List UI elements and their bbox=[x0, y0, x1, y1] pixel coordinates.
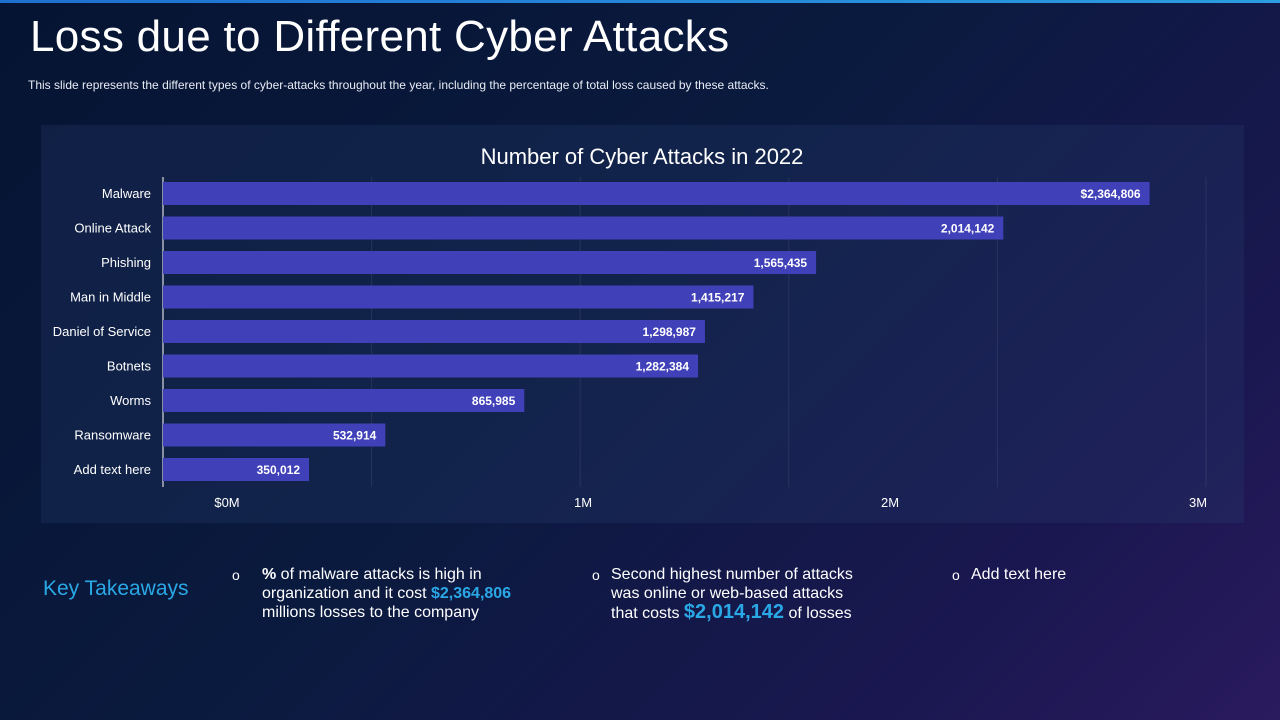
value-label: 1,415,217 bbox=[691, 291, 745, 305]
value-label: 532,914 bbox=[333, 429, 377, 443]
takeaway-3-text: Add text here bbox=[971, 566, 1067, 583]
category-label: Botnets bbox=[107, 359, 152, 374]
x-tick-label: $0M bbox=[214, 495, 239, 510]
takeaway-1-part2: millions losses to the company bbox=[262, 604, 479, 621]
key-takeaways-heading: Key Takeaways bbox=[43, 577, 189, 600]
top-accent-line bbox=[0, 0, 1280, 3]
takeaway-2-highlight: $2,014,142 bbox=[683, 601, 785, 623]
bar-chart: Number of Cyber Attacks in 2022 Malware $… bbox=[53, 144, 1207, 510]
bar bbox=[163, 389, 525, 412]
chart-panel: Number of Cyber Attacks in 2022 Malware $… bbox=[41, 125, 1244, 523]
value-label: $2,364,806 bbox=[1081, 187, 1141, 201]
takeaway-1-part1: of malware attacks is high in organizati… bbox=[262, 566, 482, 602]
category-label: Man in Middle bbox=[70, 290, 151, 305]
category-label: Daniel of Service bbox=[53, 324, 151, 339]
takeaway-1-highlight: $2,364,806 bbox=[431, 585, 512, 602]
category-label: Worms bbox=[110, 393, 151, 408]
bar bbox=[163, 423, 386, 447]
bar bbox=[163, 182, 1150, 205]
bullet-icon: o bbox=[952, 567, 960, 583]
page-subtitle: This slide represents the different type… bbox=[28, 78, 769, 92]
x-tick-label: 3M bbox=[1189, 495, 1207, 510]
takeaway-1-text: % of malware attacks is high in organiza… bbox=[262, 565, 512, 622]
bar bbox=[163, 216, 1004, 240]
chart-title: Number of Cyber Attacks in 2022 bbox=[481, 144, 804, 169]
category-label: Ransomware bbox=[74, 428, 151, 443]
takeaway-1-lead: % bbox=[262, 566, 277, 583]
value-label: 865,985 bbox=[472, 394, 516, 408]
category-label: Online Attack bbox=[74, 221, 151, 236]
takeaway-2-part1: Second highest number of attacks was onl… bbox=[611, 566, 853, 622]
bar bbox=[163, 354, 699, 378]
category-label: Malware bbox=[102, 186, 151, 201]
bar bbox=[163, 320, 705, 343]
value-label: 1,282,384 bbox=[636, 360, 690, 374]
takeaway-2-text: Second highest number of attacks was onl… bbox=[611, 565, 871, 623]
category-label: Phishing bbox=[101, 255, 151, 270]
chart-bars: Malware $2,364,806 Online Attack 2,014,142 P… bbox=[53, 182, 1150, 481]
bar bbox=[163, 251, 817, 274]
value-label: 2,014,142 bbox=[941, 222, 995, 236]
category-label: Add text here bbox=[74, 462, 151, 477]
value-label: 1,565,435 bbox=[754, 256, 808, 270]
bar bbox=[163, 285, 754, 309]
bullet-icon: o bbox=[592, 567, 600, 583]
bar bbox=[163, 458, 310, 481]
value-label: 350,012 bbox=[257, 463, 301, 477]
value-label: 1,298,987 bbox=[643, 325, 697, 339]
takeaway-2-part2: of losses bbox=[784, 605, 852, 622]
x-tick-label: 2M bbox=[881, 495, 899, 510]
bullet-icon: o bbox=[232, 567, 240, 583]
x-tick-label: 1M bbox=[574, 495, 592, 510]
page-title: Loss due to Different Cyber Attacks bbox=[30, 12, 730, 61]
chart-x-ticks: $0M 1M 2M 3M bbox=[214, 495, 1207, 510]
